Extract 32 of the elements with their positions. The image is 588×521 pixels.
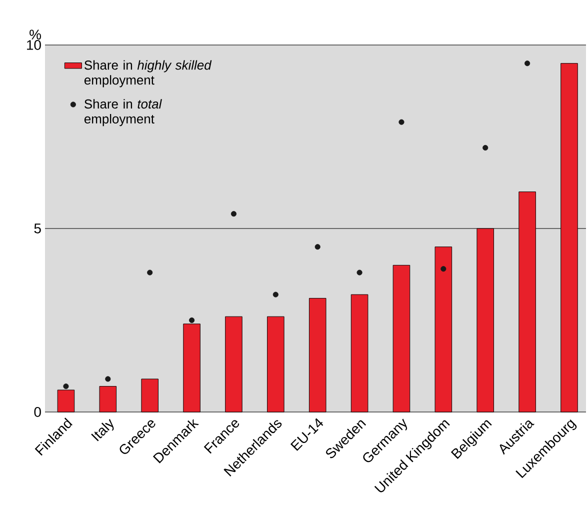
bar <box>518 192 536 412</box>
bar <box>141 378 158 412</box>
bar <box>392 264 410 412</box>
point <box>272 292 278 298</box>
bar <box>99 386 117 412</box>
bar <box>183 324 200 412</box>
y-axis-title: % <box>30 30 41 40</box>
y-tick-label: 0 <box>34 407 41 417</box>
legend-label: Share in highly skilled employment <box>84 60 212 88</box>
bar <box>476 228 494 412</box>
point <box>105 376 111 382</box>
y-tick-label: 10 <box>27 40 41 50</box>
point <box>230 211 237 217</box>
point <box>63 384 69 390</box>
point <box>314 244 320 250</box>
legend-label: Share in total employment <box>84 99 162 126</box>
x-tick-label: Italy <box>91 418 114 442</box>
point <box>188 317 195 324</box>
bar <box>308 298 326 412</box>
point <box>524 60 530 66</box>
point <box>482 144 488 151</box>
bar <box>350 294 368 412</box>
bar <box>225 316 242 412</box>
y-tick-label: 5 <box>34 224 41 234</box>
bar <box>560 63 578 412</box>
bar <box>267 316 284 412</box>
bar <box>57 390 75 412</box>
point <box>398 119 404 125</box>
point <box>356 270 362 276</box>
point <box>147 270 153 276</box>
bar <box>434 246 452 412</box>
point <box>440 266 446 272</box>
